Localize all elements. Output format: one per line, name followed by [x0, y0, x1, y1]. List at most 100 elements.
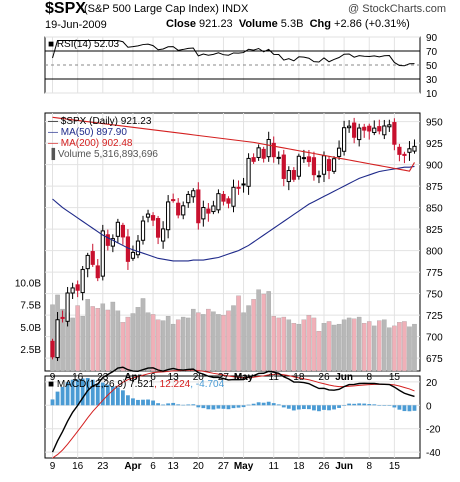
macd-hist-bar	[211, 405, 216, 410]
candle-body	[372, 127, 377, 134]
candle-body	[281, 154, 286, 179]
x-label-price: Jun	[335, 372, 353, 383]
price-tick-label: 675	[426, 354, 443, 365]
candle-body	[251, 157, 256, 162]
macd-hist-bar	[276, 404, 281, 406]
volume-bar	[261, 293, 266, 372]
candle-body	[55, 319, 60, 359]
macd-hist-bar	[387, 405, 392, 406]
volume-bar	[296, 323, 302, 372]
candle-body	[392, 122, 397, 145]
volume-bar	[211, 311, 216, 372]
candle-body	[241, 183, 246, 186]
macd-hist-bar	[90, 379, 95, 406]
volume-bar	[256, 289, 261, 372]
volume-bar	[105, 309, 111, 372]
volume-bar	[206, 308, 211, 372]
macd-hist-bar	[281, 405, 286, 408]
candle-body	[90, 251, 95, 265]
macd-hist-bar	[186, 404, 191, 406]
price-tick-label: 725	[426, 311, 443, 322]
macd-signal-line	[52, 369, 415, 459]
macd-hist-bar	[352, 403, 357, 406]
x-label-price: 16	[72, 372, 84, 383]
macd-hist-bar	[412, 405, 417, 411]
macd-hist-bar	[131, 398, 135, 406]
candle-body	[221, 193, 226, 202]
macd-hist-bar	[367, 404, 372, 406]
macd-hist-bar	[231, 405, 236, 409]
x-label-macd: 26	[318, 461, 330, 472]
macd-hist-bar	[271, 403, 276, 406]
candle-body	[150, 215, 156, 221]
candle-body	[176, 202, 181, 216]
macd-hist-bar	[120, 390, 125, 406]
macd-hist-bar	[236, 405, 241, 408]
x-label-macd: 6	[150, 461, 156, 472]
rsi-legend: ■ RSI(14) 52.03	[48, 39, 120, 50]
candle-body	[181, 205, 186, 216]
candle-body	[316, 175, 322, 178]
price-tick-label: 775	[426, 268, 443, 279]
volume-bar	[331, 324, 337, 372]
rsi-tick-label: 50	[426, 61, 438, 72]
candle-body	[412, 145, 417, 152]
macd-hist-bar	[136, 399, 140, 406]
volume-bar	[60, 308, 65, 372]
macd-hist-bar	[322, 405, 326, 410]
macd-hist-bar	[241, 405, 246, 408]
price-tick-label: 700	[426, 333, 443, 344]
x-label-macd: 27	[218, 461, 230, 472]
candle-body	[306, 156, 312, 163]
price-legend-item: — $SPX (Daily) 921.23	[48, 116, 152, 127]
macd-hist-bar	[60, 386, 65, 406]
macd-hist-bar	[382, 405, 387, 406]
macd-hist-bar	[161, 404, 166, 406]
macd-hist-bar	[226, 405, 231, 410]
candle-body	[397, 146, 402, 155]
volume-bar	[266, 291, 271, 372]
macd-hist-bar	[327, 405, 331, 411]
volume-bar	[402, 321, 407, 372]
candle-body	[246, 157, 251, 187]
macd-hist-bar	[55, 391, 60, 406]
quote-summary: Close 921.23 Volume 5.3B Chg +2.86 (+0.3…	[166, 18, 410, 30]
candle-body	[231, 186, 236, 207]
volume-bar	[95, 308, 101, 372]
macd-tick-label: 0	[426, 401, 432, 412]
ticker-symbol: $SPX	[45, 0, 86, 17]
candle-body	[140, 220, 146, 241]
x-label-macd: May	[234, 461, 254, 472]
macd-hist-bar	[191, 404, 196, 406]
x-label-price: May	[234, 372, 254, 383]
candle-body	[206, 208, 211, 214]
volume-bar	[271, 316, 276, 372]
volume-bar	[90, 306, 95, 372]
watermark: @ StockCharts.com	[348, 3, 446, 15]
candle-body	[110, 238, 115, 247]
x-label-price: 26	[318, 372, 330, 383]
volume-bar	[150, 314, 156, 372]
macd-hist-bar	[146, 399, 150, 406]
candle-body	[166, 201, 171, 231]
candle-body	[296, 155, 301, 177]
macd-hist-bar	[95, 383, 100, 406]
x-label-macd: Jun	[335, 461, 353, 472]
macd-hist-bar	[196, 405, 201, 408]
volume-bar	[276, 317, 282, 372]
macd-hist-bar	[246, 404, 251, 406]
candle-body	[85, 254, 90, 270]
volume-bar	[50, 304, 55, 372]
volume-bar	[301, 319, 307, 372]
candle-body	[362, 126, 367, 131]
rsi-tick-label: 90	[426, 33, 438, 44]
x-label-macd: 23	[97, 461, 109, 472]
candle-body	[161, 228, 166, 242]
macd-hist-bar	[337, 405, 341, 408]
macd-hist-bar	[392, 405, 397, 408]
x-label-macd: 11	[269, 461, 280, 472]
index-name: (S&P 500 Large Cap Index) INDX	[84, 3, 249, 15]
volume-bar	[85, 299, 90, 372]
macd-hist-bar	[362, 403, 367, 406]
